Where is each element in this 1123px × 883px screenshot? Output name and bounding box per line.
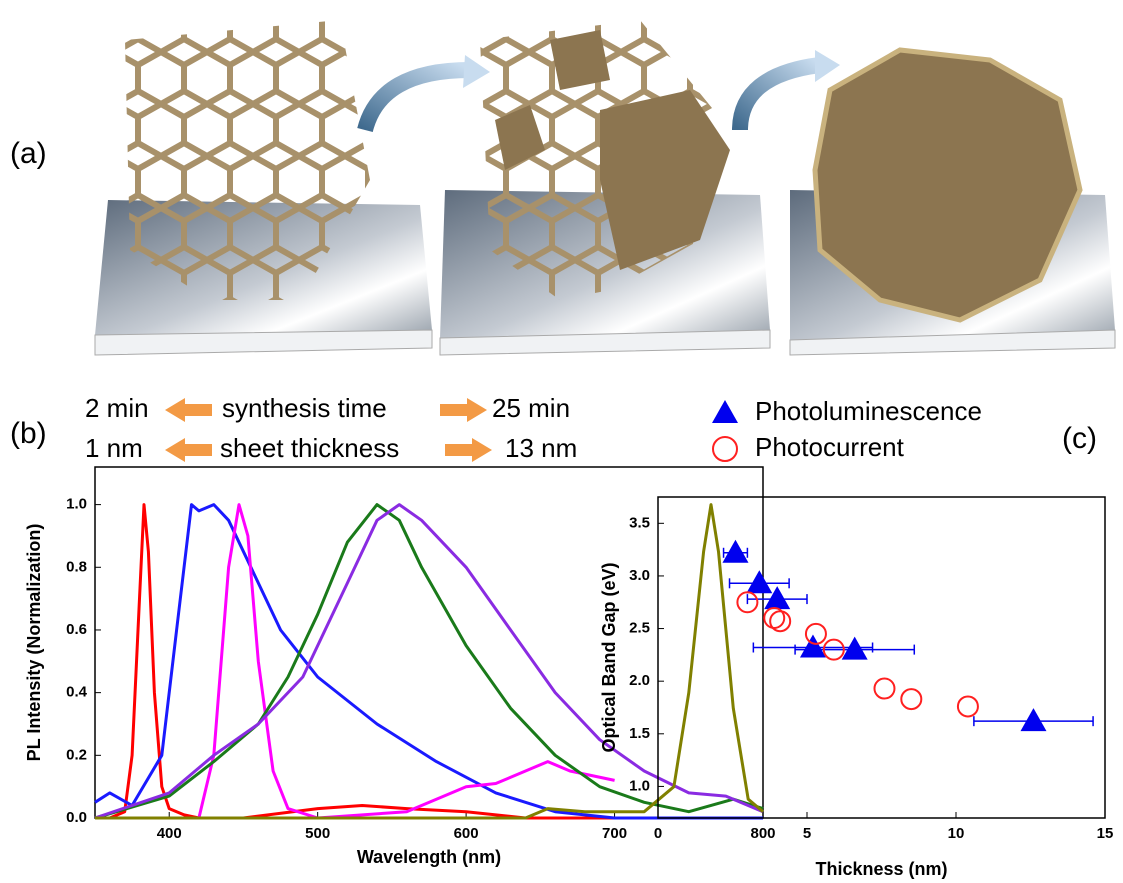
line (95, 505, 763, 818)
point (746, 570, 772, 593)
x-axis-title: Wavelength (nm) (357, 847, 501, 867)
y-tick-label: 2.0 (629, 672, 650, 689)
point (770, 611, 790, 631)
x-tick-label: 600 (454, 825, 479, 842)
figure: (a) (b) (c) 2 min synthesis time 25 min … (0, 0, 1123, 883)
x-tick-label: 5 (803, 825, 811, 842)
annotation: synthesis time (222, 393, 387, 423)
y-tick-label: 0.6 (66, 621, 87, 638)
point (1020, 708, 1046, 731)
point (901, 689, 921, 709)
point (874, 679, 894, 699)
x-tick-label: 500 (305, 825, 330, 842)
point (722, 540, 748, 563)
x-tick-label: 400 (157, 825, 182, 842)
y-tick-label: 1.0 (66, 496, 87, 513)
annotation: 25 min (492, 393, 570, 423)
x-tick-label: 10 (948, 825, 965, 842)
legend-marker (712, 400, 738, 423)
y-axis-title: Optical Band Gap (eV) (599, 562, 619, 752)
x-tick-label: 700 (602, 825, 627, 842)
y-tick-label: 0.0 (66, 809, 87, 826)
y-tick-label: 0.8 (66, 558, 87, 575)
annotation: sheet thickness (220, 433, 399, 463)
x-axis-title: Thickness (nm) (815, 859, 947, 879)
y-tick-label: 3.5 (629, 514, 650, 531)
page: {"figure": {"panel_labels": ["(a)", "(b)… (0, 0, 1123, 883)
illustration (95, 20, 1115, 355)
plot-frame (95, 467, 763, 818)
panel-label: (b) (10, 417, 47, 450)
annotation: 1 nm (85, 433, 143, 463)
annotation: 13 nm (505, 433, 577, 463)
x-tick-label: 15 (1097, 825, 1114, 842)
panel-label: (c) (1062, 422, 1097, 455)
legend-label: Photoluminescence (755, 396, 982, 426)
annotation: 2 min (85, 393, 149, 423)
y-axis-title: PL Intensity (Normalization) (24, 524, 44, 762)
x-tick-label: 0 (654, 825, 662, 842)
point (958, 696, 978, 716)
legend-label: Photocurrent (755, 432, 905, 462)
panel-label: (a) (10, 137, 47, 170)
x-tick-label: 800 (750, 825, 775, 842)
y-tick-label: 0.2 (66, 746, 87, 763)
point (800, 635, 826, 658)
y-tick-label: 0.4 (66, 684, 88, 701)
y-tick-label: 1.0 (629, 777, 650, 794)
y-tick-label: 3.0 (629, 567, 650, 584)
y-tick-label: 1.5 (629, 725, 650, 742)
plot-frame (658, 497, 1105, 818)
legend-marker (713, 437, 737, 461)
y-tick-label: 2.5 (629, 620, 650, 637)
